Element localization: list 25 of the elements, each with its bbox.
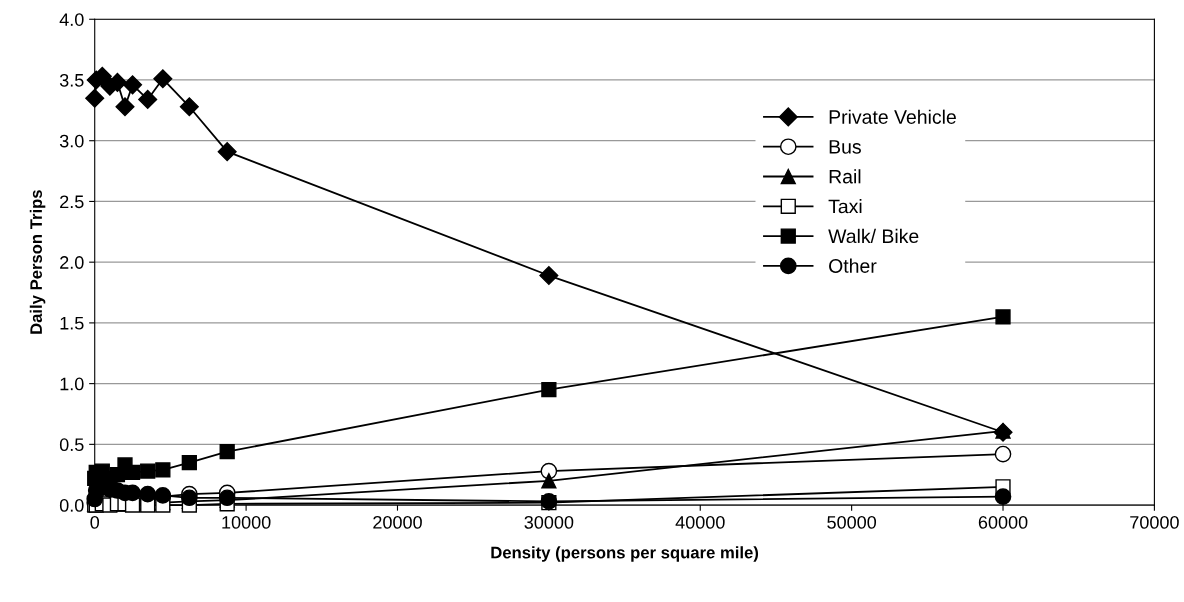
x-tick-label: 40000 [675,515,725,529]
y-tick-label: 3.5 [59,73,84,87]
x-axis-title: Density (persons per square mile) [491,546,759,562]
y-axis-title: Daily Person Trips [29,190,46,334]
legend-label: Other [829,258,877,273]
legend-label: Rail [829,169,861,184]
legend-label: Bus [829,140,861,154]
x-tick-label: 60000 [978,515,1028,529]
x-tick-label: 20000 [373,515,422,529]
y-tick-label: 1.5 [60,317,84,330]
legend-label: Taxi [828,199,862,214]
y-tick-label: 2.5 [60,195,84,209]
x-tick-label: 0 [90,515,100,529]
y-tick-label: 1.0 [60,377,84,391]
y-tick-label: 2.0 [60,256,84,269]
x-tick-label: 10000 [222,515,271,529]
y-tick-label: 0.0 [59,499,84,512]
x-tick-label: 70000 [1130,515,1179,529]
legend-label: Walk/ Bike [828,228,919,244]
x-tick-label: 50000 [827,515,877,529]
y-tick-label: 0.5 [59,438,84,452]
y-tick-label: 4.0 [59,13,84,26]
y-tick-label: 3.0 [59,134,84,148]
x-tick-label: 30000 [524,515,574,529]
legend-label: Private Vehicle [829,109,956,124]
